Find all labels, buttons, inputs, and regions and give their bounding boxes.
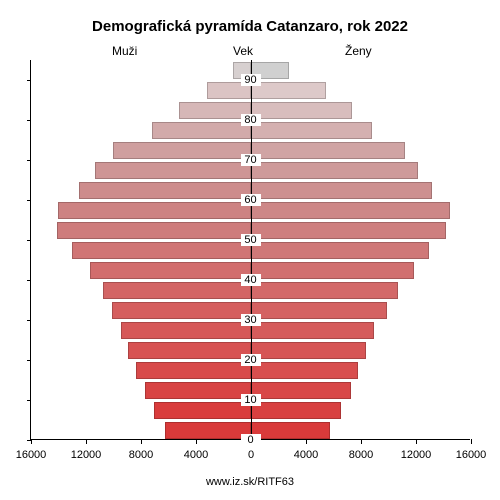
- y-tick-label: 30: [241, 314, 261, 326]
- x-tick-mark: [31, 439, 32, 444]
- y-tick-label: 80: [241, 114, 261, 126]
- bar-women: [251, 422, 331, 439]
- x-tick-label: 16000: [456, 449, 487, 461]
- y-tick-label: 40: [241, 274, 261, 286]
- y-tick-label: 0: [241, 434, 261, 446]
- y-tick-mark: [27, 160, 31, 161]
- x-tick-label: 16000: [16, 449, 47, 461]
- bar-men: [95, 162, 250, 179]
- bar-women: [251, 162, 419, 179]
- bar-women: [251, 182, 433, 199]
- bar-women: [251, 402, 342, 419]
- y-tick-mark: [27, 280, 31, 281]
- x-tick-mark: [141, 439, 142, 444]
- y-tick-mark: [27, 320, 31, 321]
- bar-women: [251, 362, 358, 379]
- bar-women: [251, 282, 398, 299]
- y-tick-mark: [27, 360, 31, 361]
- x-tick-label: 0: [248, 449, 254, 461]
- y-tick-mark: [27, 400, 31, 401]
- x-tick-mark: [416, 439, 417, 444]
- y-tick-label: 50: [241, 234, 261, 246]
- bar-men: [90, 262, 251, 279]
- bar-women: [251, 102, 353, 119]
- bar-women: [251, 82, 327, 99]
- bar-women: [251, 202, 450, 219]
- chart-title: Demografická pyramída Catanzaro, rok 202…: [0, 18, 500, 35]
- bar-men: [136, 362, 250, 379]
- source-text: www.iz.sk/RITF63: [0, 476, 500, 488]
- bar-men: [57, 222, 251, 239]
- bar-women: [251, 262, 415, 279]
- bar-men: [145, 382, 251, 399]
- bar-men: [112, 302, 251, 319]
- y-tick-mark: [27, 120, 31, 121]
- x-tick-label: 8000: [349, 449, 373, 461]
- x-tick-label: 12000: [401, 449, 432, 461]
- bar-women: [251, 342, 367, 359]
- x-tick-label: 12000: [71, 449, 102, 461]
- bar-women: [251, 222, 446, 239]
- x-tick-mark: [86, 439, 87, 444]
- bar-men: [152, 122, 251, 139]
- y-tick-mark: [27, 80, 31, 81]
- x-tick-label: 4000: [184, 449, 208, 461]
- y-tick-label: 90: [241, 74, 261, 86]
- bar-men: [72, 242, 251, 259]
- x-tick-label: 4000: [294, 449, 318, 461]
- bar-men: [154, 402, 250, 419]
- chart-container: Demografická pyramída Catanzaro, rok 202…: [0, 0, 500, 500]
- bar-men: [79, 182, 251, 199]
- bar-women: [251, 382, 351, 399]
- label-age: Vek: [233, 44, 253, 58]
- bar-women: [251, 122, 372, 139]
- label-women: Ženy: [345, 44, 372, 58]
- bar-men: [103, 282, 250, 299]
- x-tick-mark: [306, 439, 307, 444]
- y-tick-label: 60: [241, 194, 261, 206]
- y-tick-label: 20: [241, 354, 261, 366]
- bar-women: [251, 142, 405, 159]
- bar-women: [251, 242, 430, 259]
- bar-men: [58, 202, 251, 219]
- bar-men: [113, 142, 251, 159]
- plot-area: 0102030405060708090040004000800080001200…: [30, 60, 470, 440]
- bar-men: [128, 342, 250, 359]
- x-tick-mark: [196, 439, 197, 444]
- x-tick-mark: [361, 439, 362, 444]
- x-tick-mark: [471, 439, 472, 444]
- bar-men: [165, 422, 250, 439]
- bar-women: [251, 302, 387, 319]
- bar-women: [251, 322, 375, 339]
- y-tick-label: 10: [241, 394, 261, 406]
- label-men: Muži: [112, 44, 137, 58]
- y-tick-mark: [27, 200, 31, 201]
- y-tick-mark: [27, 240, 31, 241]
- bar-men: [121, 322, 250, 339]
- x-tick-label: 8000: [129, 449, 153, 461]
- y-tick-label: 70: [241, 154, 261, 166]
